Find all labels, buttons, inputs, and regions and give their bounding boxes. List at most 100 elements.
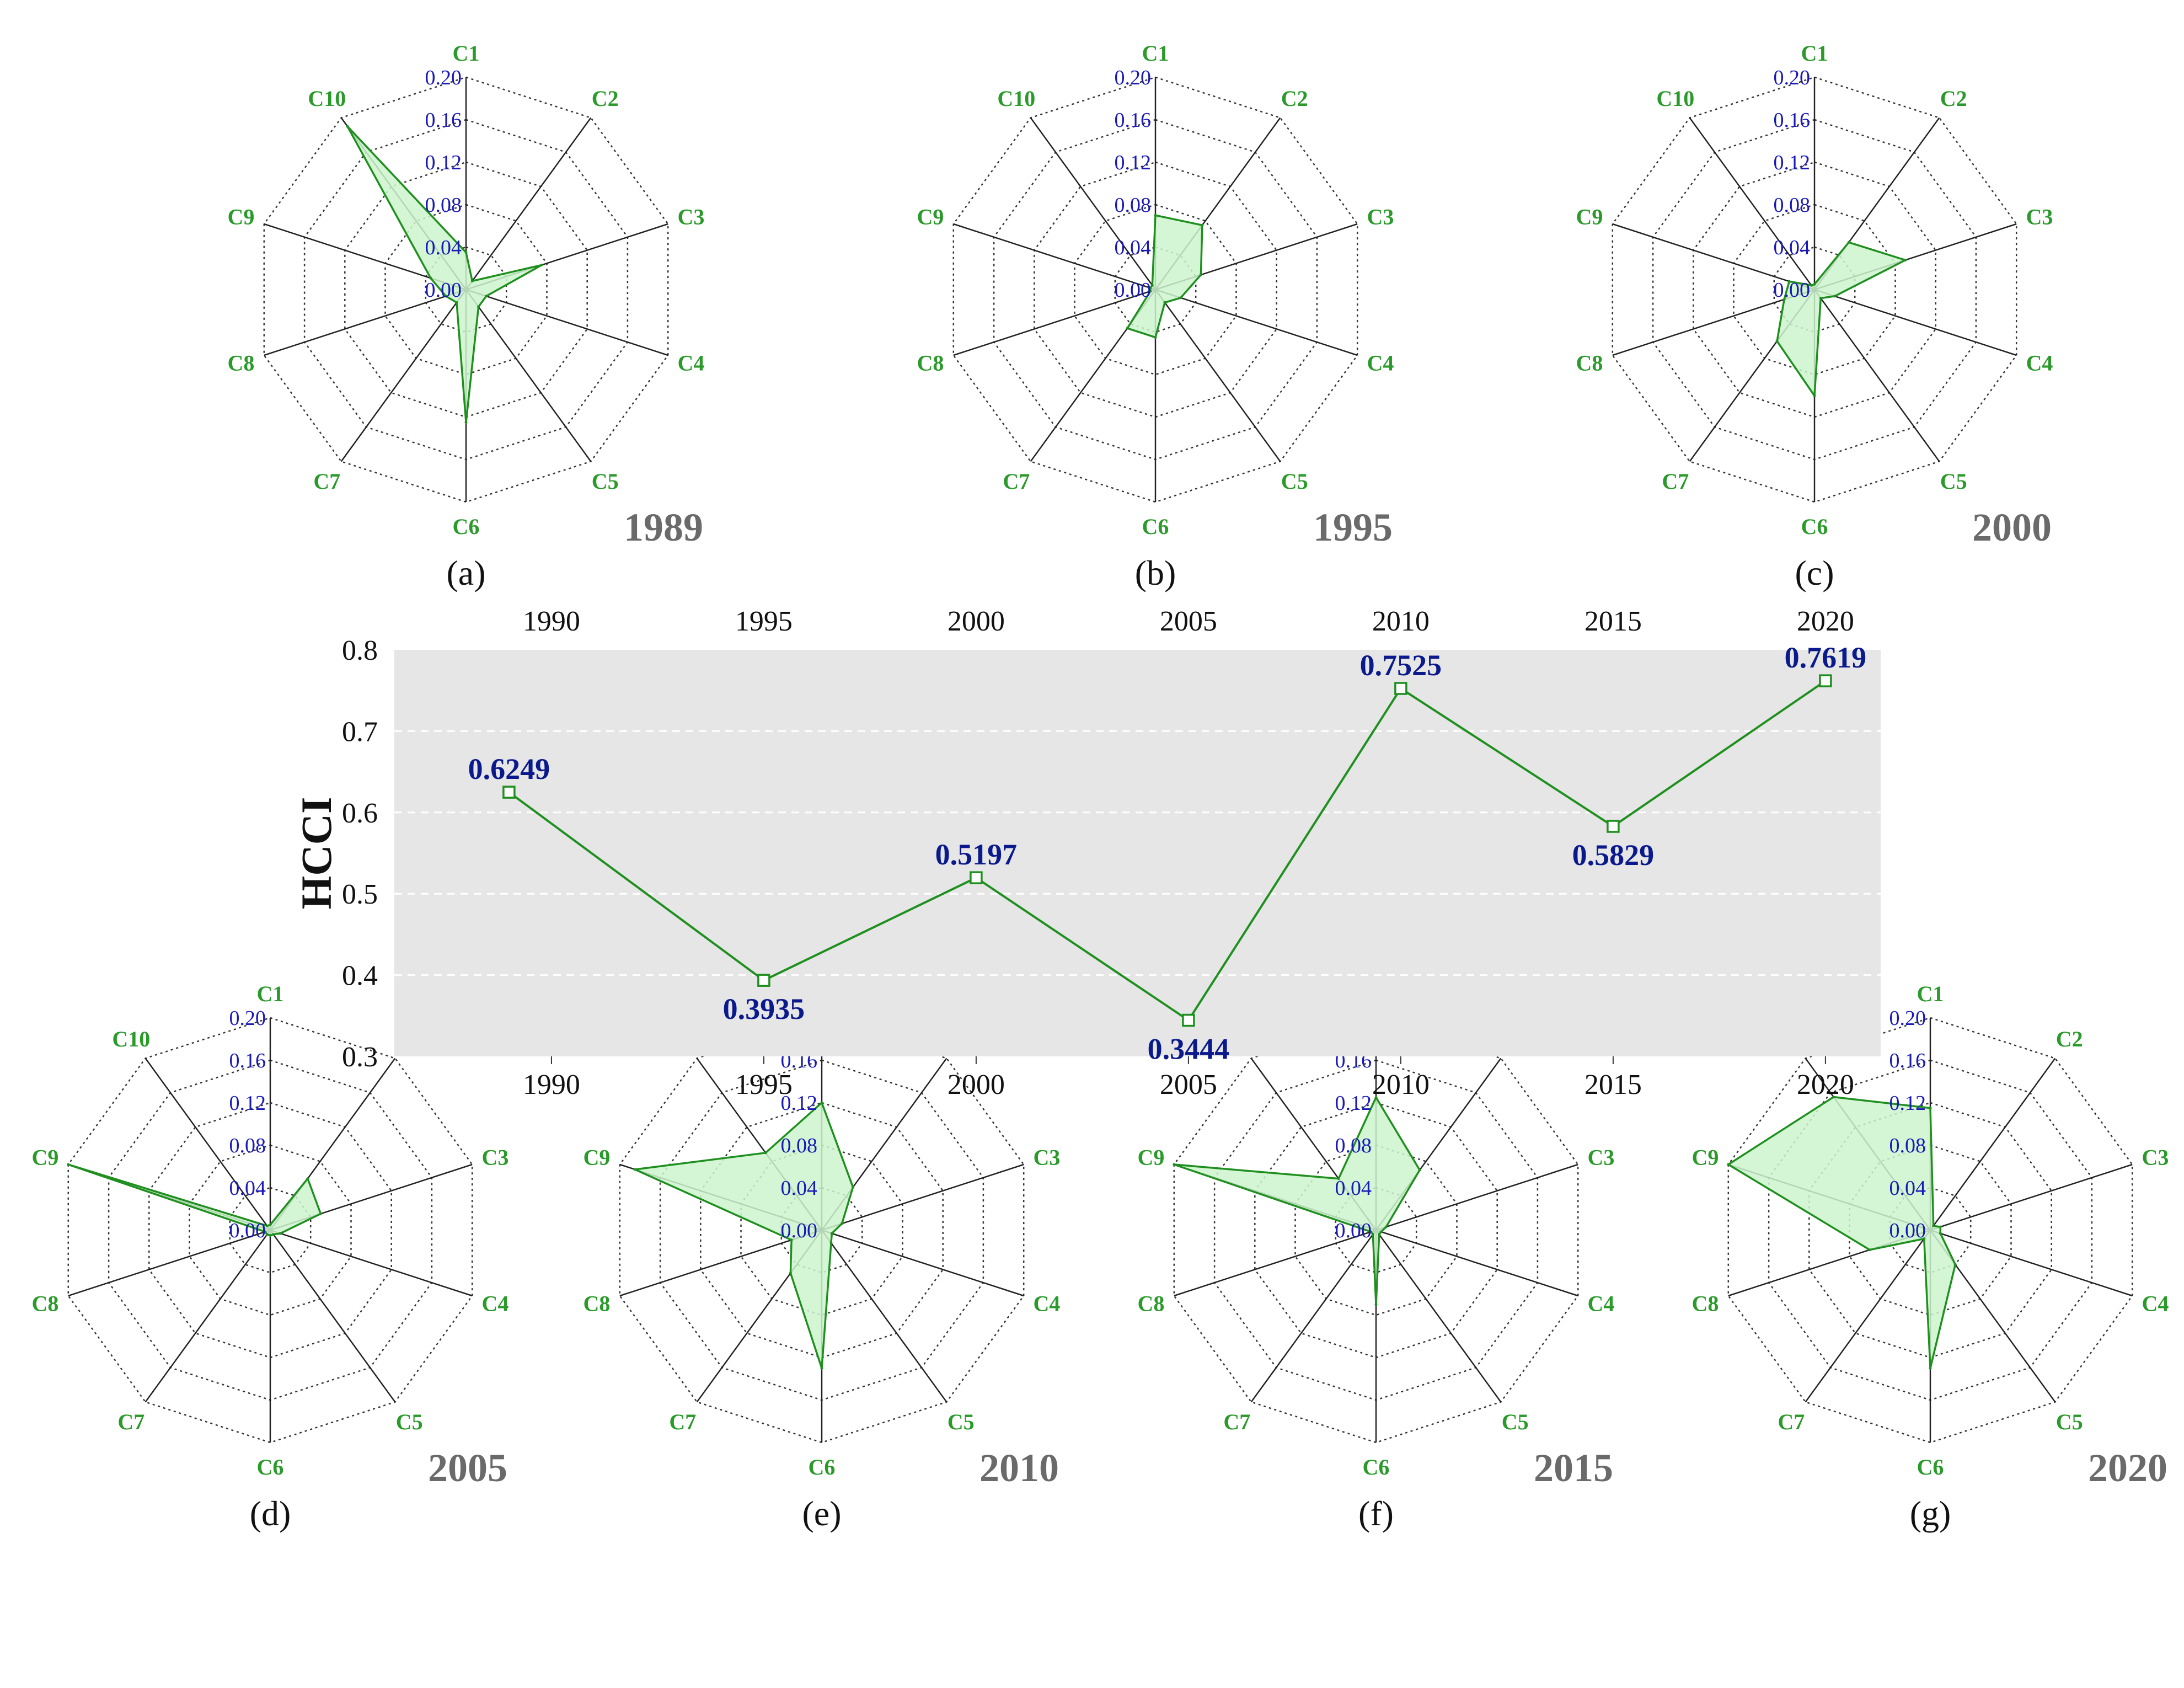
radar-grid-ring: [189, 1144, 352, 1316]
radar-point-C1: [1154, 213, 1157, 217]
radar-year-label: 1995: [1313, 505, 1393, 549]
radar-series-area: [634, 1102, 854, 1370]
radar-point-C6: [1374, 1303, 1378, 1306]
radar-tick-label: 0.08: [425, 194, 462, 217]
panel-letter: (g): [1910, 1494, 1951, 1533]
radar-tick-label: 0.12: [781, 1092, 818, 1115]
radar-tick-label: 0.00: [1889, 1219, 1926, 1242]
radar-tick-label: 0.16: [1774, 109, 1811, 132]
radar-year-label: 2015: [1534, 1446, 1613, 1490]
radar-tick-label: 0.20: [1115, 66, 1152, 89]
hcci-point-1995: [757, 974, 770, 987]
radar-point-C2: [1201, 223, 1204, 227]
radar-point-C7: [1775, 339, 1779, 343]
radar-point-C8: [790, 1238, 793, 1242]
radar-axis-label-C1: C1: [257, 981, 284, 1006]
radar-point-C9: [1787, 280, 1791, 283]
radar-spoke: [1154, 289, 1281, 462]
radar-point-C1: [820, 1101, 823, 1104]
radar-spoke: [1930, 1163, 2133, 1231]
radar-axis-label-C4: C4: [482, 1291, 509, 1316]
radar-point-C6: [1929, 1366, 1932, 1370]
radar-axis-label-C4: C4: [1034, 1291, 1061, 1316]
hcci-value-label-1989: 0.6249: [468, 752, 550, 786]
radar-axis-label-C2: C2: [1281, 86, 1308, 111]
radar-point-C10: [346, 125, 349, 128]
radar-axis-label-C3: C3: [1367, 204, 1394, 229]
radar-spoke: [1030, 117, 1157, 290]
radar-grid-ring: [1074, 204, 1237, 376]
radar-point-C4: [1179, 296, 1182, 300]
radar-point-C10: [1810, 284, 1813, 287]
radar-point-C2: [1418, 1168, 1421, 1172]
radar-point-C6: [1813, 394, 1816, 397]
radar-axis-label-C6: C6: [1801, 514, 1828, 539]
radar-spoke: [1612, 223, 1815, 291]
radar-grid-ring: [1733, 204, 1896, 376]
radar-axis-label-C6: C6: [809, 1455, 836, 1479]
radar-tick-label: 0.20: [229, 1007, 266, 1030]
radar-point-C7: [265, 1233, 269, 1236]
hcci-line-chart: 0.3 0.4 0.5 0.6 0.7 0.8 1990 1990 1995 1995 2000 20…: [292, 606, 1881, 1101]
radar-spoke: [465, 117, 592, 290]
radar-axis-label-C7: C7: [117, 1409, 144, 1434]
radar-axis-label-C8: C8: [32, 1291, 59, 1316]
radar-point-C7: [1923, 1237, 1926, 1241]
radar-tick-label: 0.20: [425, 66, 462, 89]
radar-point-C10: [265, 1224, 269, 1227]
radar-axis-label-C8: C8: [917, 351, 944, 376]
radar-spoke: [340, 289, 467, 462]
radar-tick-label: 0.12: [1115, 151, 1152, 174]
radar-point-C10: [764, 1151, 767, 1155]
y-tick-label: 0.8: [342, 635, 378, 666]
radar-point-C1: [1929, 1107, 1932, 1110]
radar-point-C8: [264, 1230, 267, 1233]
radar-point-C9: [429, 276, 432, 280]
y-axis-label: HCCI: [292, 797, 340, 910]
x-tick-label: 2015: [1585, 1069, 1642, 1101]
radar-axis-label-C7: C7: [1662, 469, 1689, 494]
radar-panels: 0.000.040.080.120.160.20C1C2C3C4C5C6C7C8…: [32, 41, 2169, 1533]
y-tick-label: 0.7: [342, 716, 378, 747]
radar-axis-label-C9: C9: [1138, 1145, 1165, 1169]
radar-axis-label-C2: C2: [592, 86, 619, 111]
x-tick-label: 2000: [948, 1069, 1005, 1101]
radar-point-C6: [820, 1366, 823, 1370]
radar-tick-label: 0.08: [1115, 194, 1152, 217]
radar-tick-label: 0.00: [781, 1219, 818, 1242]
hcci-value-label-1995: 0.3935: [723, 992, 805, 1025]
radar-tick-label: 0.04: [1115, 236, 1152, 259]
radar-axis-label-C5: C5: [396, 1409, 423, 1434]
x-top-tick-label: 1995: [735, 606, 793, 637]
radar-spoke: [1689, 117, 1816, 290]
radar-axis-label-C1: C1: [1142, 41, 1169, 66]
y-tick-label: 0.5: [342, 879, 378, 910]
radar-point-C10: [1832, 1096, 1835, 1099]
x-tick-label: 2005: [1160, 1069, 1217, 1101]
radar-axis-label-C3: C3: [2026, 204, 2053, 229]
radar-axis-label-C9: C9: [917, 204, 944, 229]
radar-point-C8: [1782, 298, 1786, 301]
radar-axis-label-C8: C8: [584, 1291, 611, 1316]
radar-tick-label: 0.08: [229, 1134, 266, 1157]
radar-axis-label-C5: C5: [592, 469, 619, 494]
radar-point-C3: [1939, 1225, 1942, 1228]
radar-point-C5: [1378, 1233, 1381, 1236]
radar-point-C9: [633, 1168, 636, 1171]
x-tick-label: 1995: [735, 1069, 793, 1101]
radar-spoke: [821, 1229, 1024, 1297]
radar-axis-label-C6: C6: [453, 514, 480, 539]
radar-point-C6: [464, 421, 468, 424]
radar-grid-ring: [952, 76, 1358, 503]
radar-grid-ring: [1727, 1017, 2133, 1444]
plot-background: [394, 650, 1881, 1056]
radar-spoke: [1375, 1229, 1578, 1297]
hcci-point-2000: [970, 871, 983, 884]
radar-spoke: [1375, 1230, 1502, 1403]
hcci-value-label-2015: 0.5829: [1572, 838, 1655, 872]
hcci-point-2010: [1394, 682, 1407, 695]
radar-axis-label-C3: C3: [1034, 1145, 1061, 1169]
radar-grid-ring: [1612, 76, 2017, 503]
